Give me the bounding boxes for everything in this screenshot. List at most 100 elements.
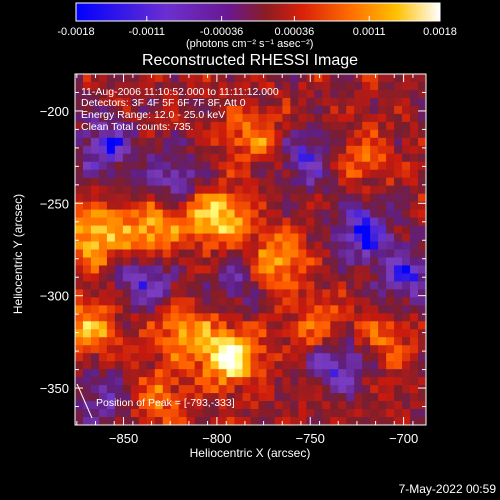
heatmap-cell [194, 385, 204, 394]
heatmap-cell [98, 305, 108, 314]
heatmap-cell [258, 185, 267, 195]
heatmap-cell [386, 353, 395, 362]
heatmap-cell [354, 321, 363, 330]
heatmap-cell [418, 225, 426, 235]
heatmap-cell [178, 273, 188, 282]
heatmap-cell [306, 97, 315, 107]
heatmap-cell [98, 81, 108, 91]
heatmap-cell [346, 129, 355, 139]
heatmap-cell [82, 385, 92, 394]
heatmap-cell [418, 201, 426, 211]
heatmap-image [75, 74, 426, 425]
heatmap-cell [266, 305, 275, 314]
heatmap-cell [146, 201, 156, 211]
heatmap-cell [250, 161, 259, 171]
heatmap-cell [154, 385, 164, 394]
heatmap-cell [402, 217, 411, 227]
heatmap-cell [218, 145, 228, 155]
heatmap-cell [202, 337, 212, 346]
heatmap-cell [290, 225, 299, 235]
heatmap-cell [202, 345, 212, 354]
heatmap-cell [298, 273, 307, 282]
heatmap-cell [90, 105, 100, 115]
heatmap-cell [138, 185, 148, 195]
heatmap-cell [314, 217, 323, 227]
heatmap-cell [330, 393, 339, 402]
heatmap-cell [370, 313, 379, 322]
heatmap-cell [306, 89, 315, 99]
heatmap-cell [362, 209, 371, 219]
heatmap-cell [162, 257, 172, 266]
heatmap-cell [298, 81, 307, 91]
heatmap-cell [258, 145, 267, 155]
heatmap-cell [90, 113, 100, 123]
heatmap-cell [378, 113, 387, 123]
heatmap-cell [322, 97, 331, 107]
heatmap-cell [394, 217, 403, 227]
heatmap-cell [322, 329, 331, 338]
heatmap-cell [330, 129, 339, 139]
heatmap-cell [146, 137, 156, 147]
heatmap-cell [378, 81, 387, 91]
heatmap-cell [194, 361, 204, 370]
heatmap-cell [346, 97, 355, 107]
heatmap-cell [250, 185, 259, 195]
heatmap-cell [266, 401, 275, 410]
heatmap-cell [266, 145, 275, 155]
heatmap-cell [98, 281, 108, 290]
heatmap-cell [266, 337, 275, 346]
heatmap-cell [370, 329, 379, 338]
heatmap-cell [178, 121, 188, 131]
heatmap-cell [202, 129, 212, 139]
heatmap-cell [394, 337, 403, 346]
heatmap-cell [338, 377, 347, 386]
heatmap-cell [82, 353, 92, 362]
heatmap-cell [130, 265, 140, 274]
heatmap-cell [210, 137, 220, 147]
heatmap-cell [234, 313, 244, 322]
heatmap-cell [250, 105, 259, 115]
heatmap-cell [314, 89, 323, 99]
heatmap-cell [154, 145, 164, 155]
heatmap-cell [346, 121, 355, 131]
heatmap-cell [338, 337, 347, 346]
heatmap-cell [298, 209, 307, 219]
heatmap-cell [266, 257, 275, 266]
heatmap-cell [234, 201, 244, 211]
heatmap-cell [122, 209, 132, 219]
heatmap-cell [114, 145, 124, 155]
heatmap-cell [362, 217, 371, 227]
heatmap-cell [402, 401, 411, 410]
heatmap-cell [146, 401, 156, 410]
heatmap-cell [250, 257, 259, 266]
heatmap-cell [266, 161, 275, 171]
heatmap-cell [266, 177, 275, 187]
heatmap-cell [370, 305, 379, 314]
heatmap-cell [130, 273, 140, 282]
heatmap-cell [274, 249, 283, 258]
heatmap-cell [314, 225, 323, 235]
heatmap-cell [170, 305, 180, 314]
heatmap-cell [114, 89, 124, 99]
heatmap-cell [210, 369, 220, 378]
heatmap-cell [194, 113, 204, 123]
heatmap-cell [322, 105, 331, 115]
heatmap-cell [242, 249, 251, 258]
heatmap-cell [306, 129, 315, 139]
heatmap-cell [274, 153, 283, 163]
heatmap-cell [370, 297, 379, 306]
heatmap-cell [354, 129, 363, 139]
heatmap-cell [146, 321, 156, 330]
heatmap-cell [258, 297, 267, 306]
heatmap-cell [194, 129, 204, 139]
heatmap-cell [82, 257, 92, 266]
heatmap-cell [90, 145, 100, 155]
heatmap-cell [146, 393, 156, 402]
heatmap-cell [146, 209, 156, 219]
heatmap-cell [234, 401, 244, 410]
heatmap-cell [306, 393, 315, 402]
heatmap-cell [418, 121, 426, 131]
heatmap-cell [154, 225, 164, 235]
heatmap-cell [90, 409, 100, 418]
heatmap-cell [330, 337, 339, 346]
